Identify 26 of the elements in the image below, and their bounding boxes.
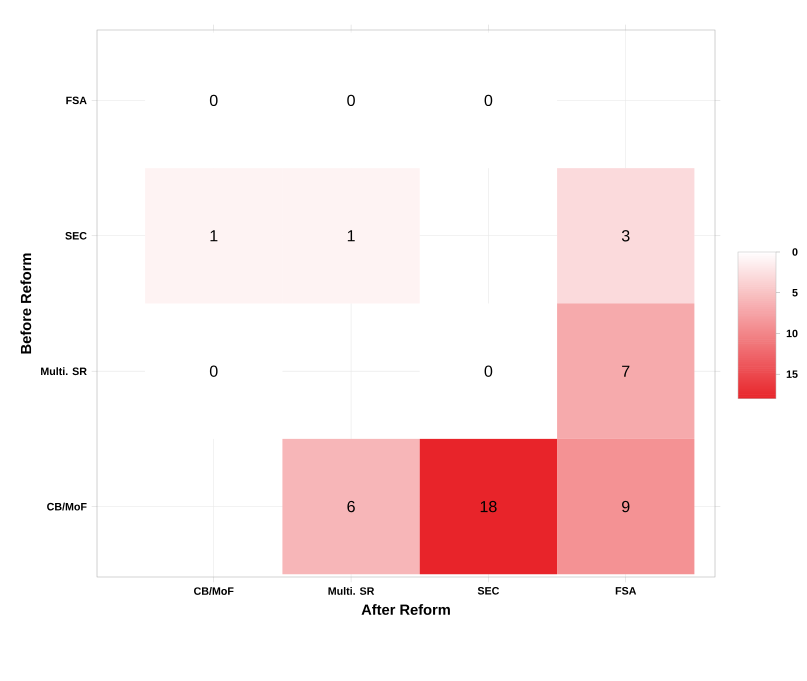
y-tick-label: Multi. SR — [41, 367, 87, 376]
x-tick-label: FSA — [616, 587, 636, 595]
color-bar-label: 0 — [792, 248, 798, 256]
x-axis-title: After Reform — [362, 604, 450, 615]
data-label: 0 — [210, 94, 218, 106]
x-tick-label: SEC — [478, 587, 500, 595]
data-label: 18 — [480, 500, 497, 512]
data-label: 7 — [622, 366, 630, 377]
data-label: 0 — [484, 94, 492, 106]
y-tick-label: SEC — [65, 232, 87, 240]
color-bar-label: 5 — [792, 289, 798, 296]
x-tick-label: CB/MoF — [194, 587, 234, 595]
data-label: 0 — [484, 366, 492, 377]
data-label: 9 — [622, 500, 630, 512]
color-bar-label: 15 — [786, 370, 798, 378]
data-label: 3 — [622, 230, 630, 242]
x-tick-label: Multi. SR — [328, 587, 374, 595]
y-tick-label: CB/MoF — [47, 502, 87, 511]
data-label: 0 — [210, 366, 218, 377]
data-label: 1 — [210, 230, 218, 242]
data-label: 6 — [347, 500, 355, 512]
y-tick-label: FSA — [66, 96, 87, 104]
data-label: 1 — [348, 230, 355, 242]
color-bar-label: 10 — [786, 330, 798, 338]
data-label: 0 — [347, 94, 355, 106]
y-axis-title: Before Reform — [20, 253, 32, 354]
